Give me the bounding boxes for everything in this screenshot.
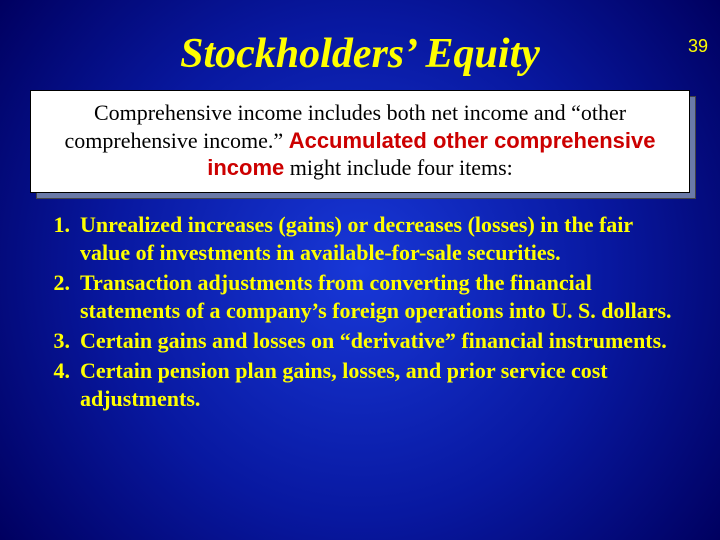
- numbered-list: 1. Unrealized increases (gains) or decre…: [50, 211, 680, 414]
- slide-title: Stockholders’ Equity: [0, 30, 720, 78]
- list-item: 2. Transaction adjustments from converti…: [50, 269, 680, 325]
- page-number: 39: [688, 36, 708, 57]
- list-text: Transaction adjustments from converting …: [80, 269, 680, 325]
- list-item: 4. Certain pension plan gains, losses, a…: [50, 357, 680, 413]
- list-number: 4.: [50, 357, 80, 413]
- callout-text-2: might include four items:: [284, 155, 513, 180]
- callout-content: Comprehensive income includes both net i…: [30, 90, 690, 193]
- list-text: Unrealized increases (gains) or decrease…: [80, 211, 680, 267]
- list-item: 1. Unrealized increases (gains) or decre…: [50, 211, 680, 267]
- callout-box: Comprehensive income includes both net i…: [30, 90, 690, 193]
- list-text: Certain pension plan gains, losses, and …: [80, 357, 680, 413]
- list-item: 3. Certain gains and losses on “derivati…: [50, 327, 680, 355]
- list-number: 3.: [50, 327, 80, 355]
- list-number: 1.: [50, 211, 80, 267]
- list-text: Certain gains and losses on “derivative”…: [80, 327, 680, 355]
- list-number: 2.: [50, 269, 80, 325]
